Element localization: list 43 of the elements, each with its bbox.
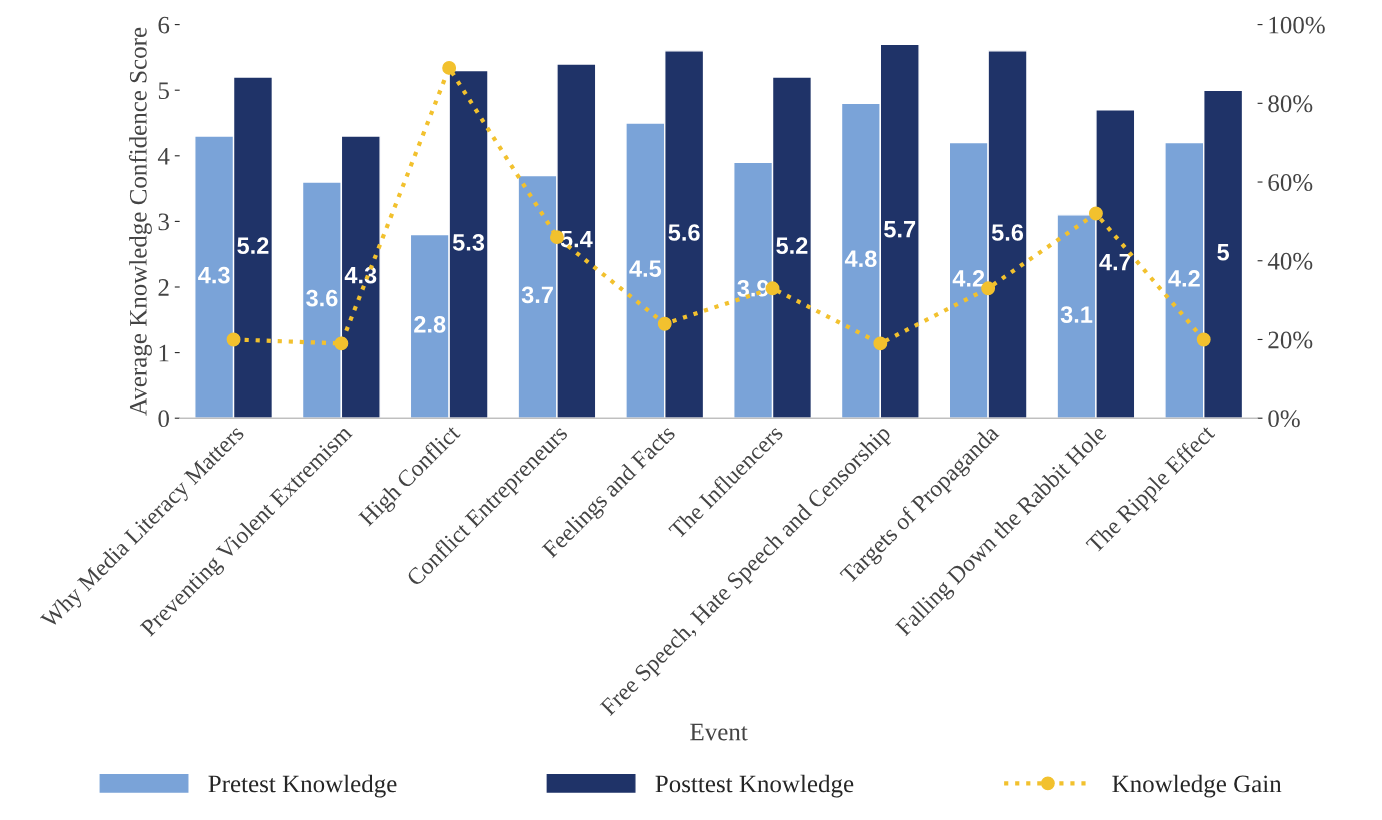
- y-tick-label: 0: [158, 410, 169, 428]
- data-label: 4.8: [844, 250, 877, 268]
- point: [657, 316, 672, 331]
- data-label: 5.3: [452, 233, 485, 251]
- x-axis-title: Event: [690, 723, 748, 741]
- data-label: 5.2: [237, 237, 269, 254]
- legend-label: Knowledge Gain: [1112, 774, 1282, 798]
- y2-tick-label: 20%: [1268, 331, 1313, 349]
- point: [873, 336, 888, 351]
- data-label: 3.7: [521, 286, 553, 304]
- y2-tick-label: 0%: [1268, 410, 1300, 428]
- point: [442, 60, 457, 75]
- y-axis-title: Average Knowledge Confidence Score: [128, 27, 152, 416]
- data-label: 3.1: [1060, 306, 1093, 323]
- y2-tick-label: 100%: [1269, 16, 1325, 34]
- point: [1196, 332, 1211, 347]
- y-tick-label: 1: [159, 344, 169, 362]
- data-label: 4.2: [952, 270, 985, 287]
- data-label: 2.8: [414, 315, 446, 333]
- y-tick-label: 4: [157, 148, 170, 165]
- y2-tick-label: 40%: [1267, 252, 1313, 270]
- legend-label: Posttest Knowledge: [655, 774, 854, 798]
- point: [226, 332, 241, 347]
- data-label: 4.5: [629, 260, 662, 277]
- point: [1088, 206, 1103, 221]
- y-tick-label: 3: [158, 213, 169, 231]
- legend-label: Pretest Knowledge: [208, 774, 397, 798]
- data-label: 4.3: [198, 266, 230, 284]
- y-tick-label: 5: [158, 82, 169, 100]
- data-label: 3.6: [306, 289, 338, 307]
- y-tick-label: 6: [158, 16, 170, 34]
- data-label: 5: [1217, 244, 1230, 261]
- point: [334, 336, 349, 351]
- data-label: 5.7: [884, 221, 916, 238]
- y-tick-label: 2: [158, 279, 169, 296]
- y2-tick-label: 60%: [1268, 174, 1313, 192]
- data-label: 5.6: [668, 224, 700, 241]
- data-label: 4.2: [1168, 270, 1200, 287]
- data-label: 5.2: [776, 237, 808, 254]
- data-label: 5.6: [991, 224, 1024, 241]
- y2-tick-label: 80%: [1268, 95, 1313, 113]
- data-label: 4.7: [1099, 253, 1131, 271]
- data-label: 4.3: [344, 266, 377, 284]
